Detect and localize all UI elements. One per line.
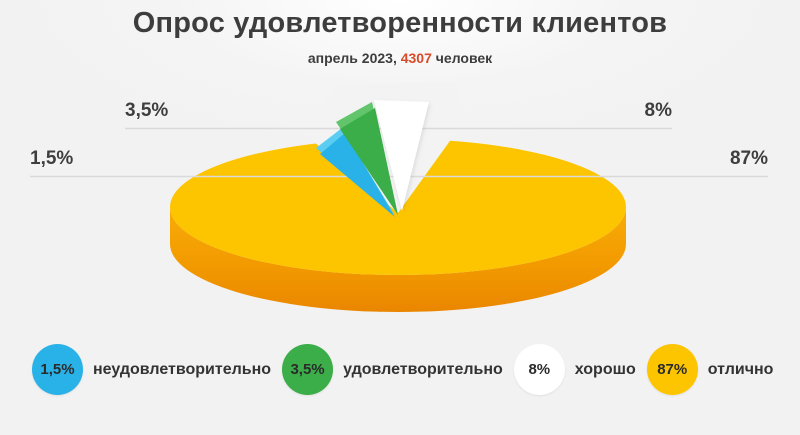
legend-item-satisfactory: 3,5% удовлетворительно (282, 344, 503, 395)
pie-slice-unsatisfactory (320, 133, 395, 217)
legend-item-good: 8% хорошо (513, 344, 636, 395)
legend-swatch-satisfactory: 3,5% (282, 344, 334, 395)
legend-swatch-good: 8% (513, 344, 565, 395)
subtitle-respondent-count: 4307 (400, 50, 432, 66)
page-subtitle: апрель 2023, 4307 человек (0, 50, 800, 66)
pie-side-rim (170, 207, 626, 312)
legend-label-excellent: отлично (707, 360, 774, 378)
callout-label-satisfactory: 3,5% (125, 100, 169, 121)
pie-slice-good (374, 100, 429, 211)
legend-percent-good: 8% (528, 361, 551, 378)
callout-label-good: 8% (644, 100, 672, 121)
legend-label-good: хорошо (574, 360, 636, 378)
legend-percent-satisfactory: 3,5% (290, 361, 325, 378)
legend-label-unsatisfactory: неудовлетворительно (93, 360, 272, 378)
pie-slice-satisfactory (340, 108, 398, 215)
legend-item-unsatisfactory: 1,5% неудовлетворительно (32, 344, 271, 395)
legend: 1,5% неудовлетворительно 3,5% удовлетвор… (32, 344, 773, 395)
subtitle-period: апрель 2023, (307, 50, 397, 66)
legend-swatch-excellent: 87% (646, 344, 698, 395)
legend-label-satisfactory: удовлетворительно (343, 360, 503, 378)
subtitle-unit: человек (435, 50, 493, 66)
legend-item-excellent: 87% отлично (646, 344, 774, 395)
callout-label-unsatisfactory: 1,5% (30, 148, 74, 169)
legend-swatch-unsatisfactory: 1,5% (32, 344, 83, 395)
legend-percent-excellent: 87% (657, 361, 688, 378)
callout-label-excellent: 87% (729, 148, 768, 169)
legend-percent-unsatisfactory: 1,5% (40, 361, 75, 378)
page-title: Опрос удовлетворенности клиентов (132, 7, 668, 39)
